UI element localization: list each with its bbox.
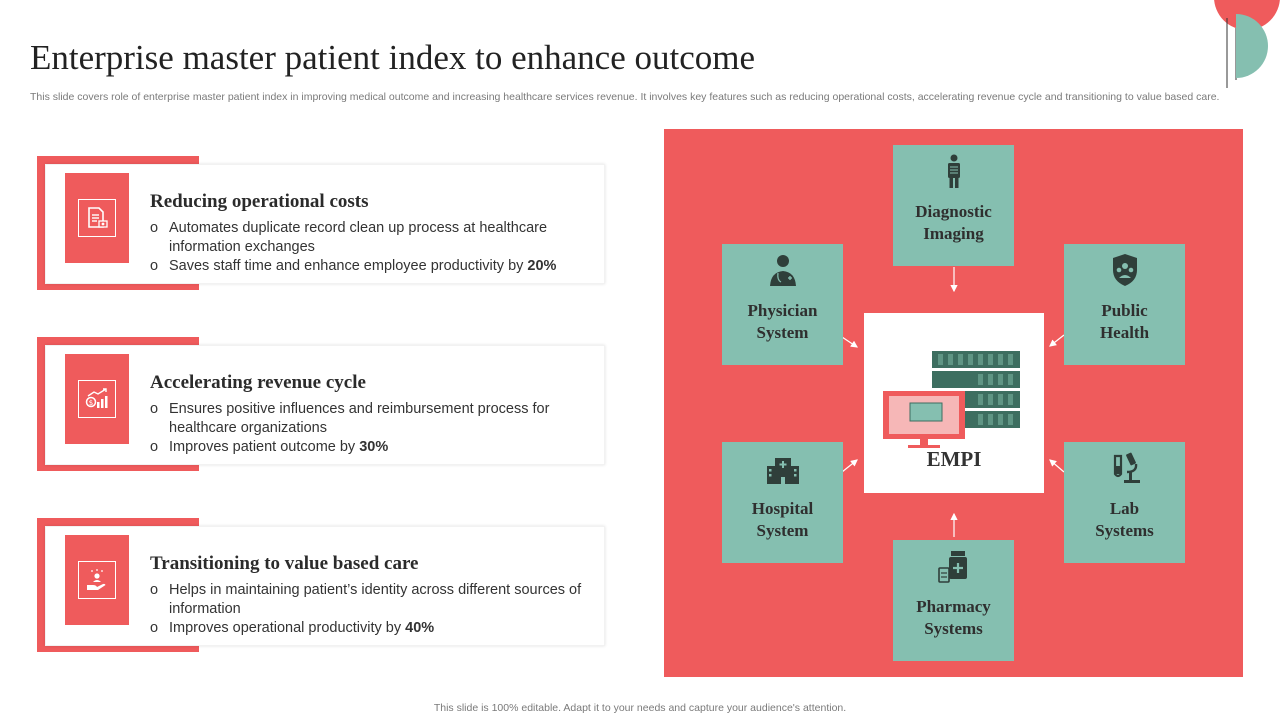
list-item: Improves operational productivity by 40% — [150, 619, 605, 638]
page-title: Enterprise master patient index to enhan… — [30, 38, 756, 77]
node-hospital-system: Hospital System — [722, 442, 843, 563]
node-public-health: Public Health — [1064, 244, 1185, 365]
node-label: Physician System — [747, 301, 818, 342]
xray-person-icon — [947, 154, 960, 188]
hospital-building-icon — [766, 458, 799, 484]
card-title: Transitioning to value based care — [150, 553, 419, 574]
node-lab-systems: Lab Systems — [1064, 442, 1185, 563]
card-bullet-list: Helps in maintaining patient’s identity … — [150, 581, 605, 638]
document-cost-icon — [88, 207, 108, 228]
node-label: Lab Systems — [1095, 499, 1154, 540]
footer-note: This slide is 100% editable. Adapt it to… — [433, 702, 847, 714]
server-computer-icon — [883, 351, 1020, 448]
node-pharmacy-systems: Pharmacy Systems — [893, 540, 1014, 661]
corner-decoration-half-circle — [1236, 14, 1268, 78]
node-label: Pharmacy Systems — [916, 597, 991, 638]
percentage-value: 30% — [359, 439, 389, 455]
card-bullet-list: Ensures positive influences and reimburs… — [150, 400, 605, 457]
feature-card-operational-costs: Reducing operational costs Automates dup… — [37, 156, 611, 290]
page-subtitle: This slide covers role of enterprise mas… — [30, 91, 1220, 103]
card-title: Accelerating revenue cycle — [150, 372, 366, 393]
node-label: Hospital System — [751, 499, 814, 540]
health-shield-icon — [1112, 254, 1137, 286]
svg-text:$: $ — [89, 399, 93, 407]
card-panel: $ Accelerating revenue cycle Ensures pos… — [45, 345, 605, 465]
empi-diagram-panel: Diagnostic Imaging Physician System Publ… — [664, 129, 1243, 677]
doctor-icon — [769, 255, 796, 286]
hand-care-icon — [87, 569, 106, 590]
list-item: Improves patient outcome by 30% — [150, 438, 605, 457]
diagram-arrows — [841, 267, 1065, 537]
list-item: Helps in maintaining patient’s identity … — [150, 581, 605, 619]
microscope-icon — [1113, 452, 1140, 483]
card-icon-box — [65, 535, 129, 625]
revenue-growth-icon: $ — [85, 388, 108, 408]
card-icon-box: $ — [65, 354, 129, 444]
list-item: Saves staff time and enhance employee pr… — [150, 257, 605, 276]
empi-center-box: EMPI — [864, 313, 1044, 493]
card-bullet-list: Automates duplicate record clean up proc… — [150, 219, 605, 276]
node-physician-system: Physician System — [722, 244, 843, 365]
percentage-value: 20% — [527, 258, 557, 274]
feature-card-revenue-cycle: $ Accelerating revenue cycle Ensures pos… — [37, 337, 611, 471]
node-diagnostic-imaging: Diagnostic Imaging — [893, 145, 1014, 266]
card-icon-box — [65, 173, 129, 263]
feature-card-value-based-care: Transitioning to value based care Helps … — [37, 518, 611, 652]
list-item: Automates duplicate record clean up proc… — [150, 219, 605, 257]
node-label: Public Health — [1099, 301, 1150, 342]
node-label: Diagnostic Imaging — [915, 202, 992, 243]
empi-label: EMPI — [926, 447, 982, 471]
list-item: Ensures positive influences and reimburs… — [150, 400, 605, 438]
card-panel: Reducing operational costs Automates dup… — [45, 164, 605, 284]
percentage-value: 40% — [405, 620, 435, 636]
card-title: Reducing operational costs — [150, 191, 369, 212]
card-panel: Transitioning to value based care Helps … — [45, 526, 605, 646]
medicine-bottle-icon — [937, 551, 967, 583]
